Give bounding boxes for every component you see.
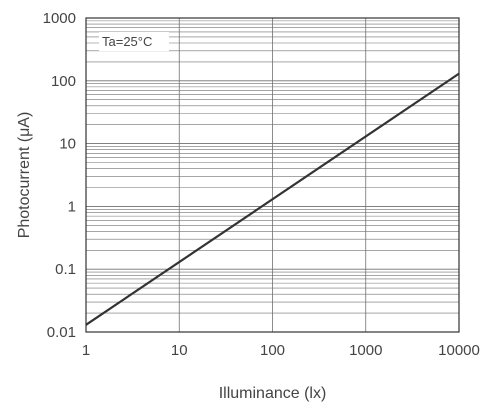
x-tick-label: 10 bbox=[171, 342, 188, 359]
x-tick-label: 100 bbox=[260, 342, 285, 359]
x-tick-label: 1000 bbox=[349, 342, 382, 359]
x-axis-title: Illuminance (lx) bbox=[219, 385, 327, 402]
annotation-box: Ta=25°C bbox=[99, 32, 169, 51]
x-tick-label: 10000 bbox=[438, 342, 480, 359]
y-tick-label: 1000 bbox=[43, 10, 76, 27]
y-tick-label: 100 bbox=[51, 73, 76, 90]
y-tick-label: 10 bbox=[59, 136, 76, 153]
x-tick-labels: 1 10 100 1000 10000 bbox=[82, 342, 480, 359]
y-axis-title: Photocurrent (μA) bbox=[16, 112, 33, 239]
y-tick-label: 0.01 bbox=[47, 324, 76, 341]
x-tick-label: 1 bbox=[82, 342, 90, 359]
series-layer bbox=[85, 72, 460, 326]
y-tick-label: 0.1 bbox=[55, 261, 76, 278]
grid-lines bbox=[85, 18, 460, 333]
series-line-0 bbox=[85, 72, 460, 326]
y-tick-labels: 0.01 0.1 1 10 100 1000 bbox=[43, 10, 76, 341]
annotation-temperature: Ta=25°C bbox=[102, 34, 152, 49]
plot-frame bbox=[85, 17, 460, 333]
y-tick-label: 1 bbox=[68, 198, 76, 215]
